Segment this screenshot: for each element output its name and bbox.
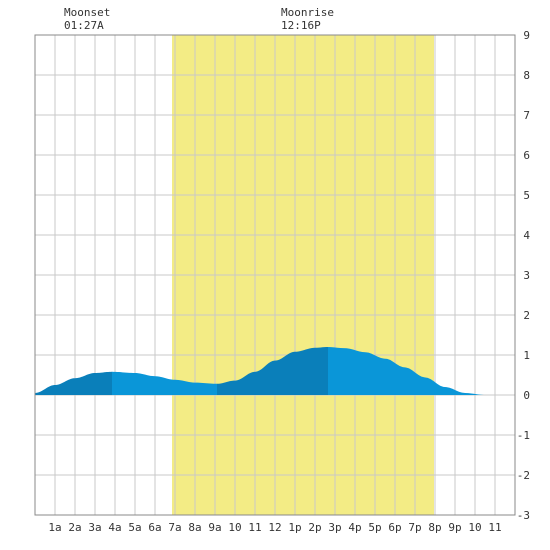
tide-segment-rising: [35, 371, 112, 395]
x-tick-label: 12: [268, 521, 281, 534]
x-tick-label: 6a: [148, 521, 161, 534]
y-tick-label: 5: [523, 189, 530, 202]
tide-segment-falling: [328, 347, 515, 395]
x-tick-label: 1a: [48, 521, 61, 534]
y-tick-label: 7: [523, 109, 530, 122]
moonrise-time: 12:16P: [281, 19, 321, 32]
x-tick-label: 9a: [208, 521, 221, 534]
x-tick-label: 11: [488, 521, 501, 534]
x-tick-label: 11: [248, 521, 261, 534]
moonset-label: Moonset: [64, 6, 110, 19]
y-tick-label: -2: [517, 469, 530, 482]
y-tick-label: -1: [517, 429, 530, 442]
y-tick-label: 1: [523, 349, 530, 362]
x-tick-label: 10: [468, 521, 481, 534]
y-tick-label: 6: [523, 149, 530, 162]
x-tick-label: 10: [228, 521, 241, 534]
y-tick-label: 8: [523, 69, 530, 82]
plot-border: [34, 34, 516, 516]
x-tick-label: 3p: [328, 521, 341, 534]
x-tick-label: 4p: [348, 521, 361, 534]
x-tick-label: 1p: [288, 521, 301, 534]
plot-area: 1a 2a 3a 4a 5a 6a 7a 8a 9a 10 11 12 1p 2p 3p 4p 5p 6p 7p 8p…: [34, 29, 530, 534]
moon-annotations: Moonset 01:27A Moonrise 12:16P: [64, 6, 334, 32]
x-tick-label: 7p: [408, 521, 421, 534]
moonset-time: 01:27A: [64, 19, 104, 32]
y-tick-label: -3: [517, 509, 530, 522]
tide-segment-falling: [112, 371, 217, 395]
tide-segment-rising: [217, 347, 328, 395]
x-tick-label: 7a: [168, 521, 181, 534]
y-tick-label: 3: [523, 269, 530, 282]
x-tick-label: 2p: [308, 521, 321, 534]
moonrise-label: Moonrise: [281, 6, 334, 19]
x-tick-label: 9p: [448, 521, 461, 534]
y-tick-label: 4: [523, 229, 530, 242]
x-tick-label: 8p: [428, 521, 441, 534]
y-tick-label: 0: [523, 389, 530, 402]
y-tick-label: 2: [523, 309, 530, 322]
x-tick-label: 4a: [108, 521, 121, 534]
x-tick-label: 8a: [188, 521, 201, 534]
y-tick-label: 9: [523, 29, 530, 42]
x-tick-label: 2a: [68, 521, 81, 534]
x-tick-label: 6p: [388, 521, 401, 534]
x-tick-label: 5a: [128, 521, 141, 534]
x-tick-label: 5p: [368, 521, 381, 534]
x-tick-label: 3a: [88, 521, 101, 534]
